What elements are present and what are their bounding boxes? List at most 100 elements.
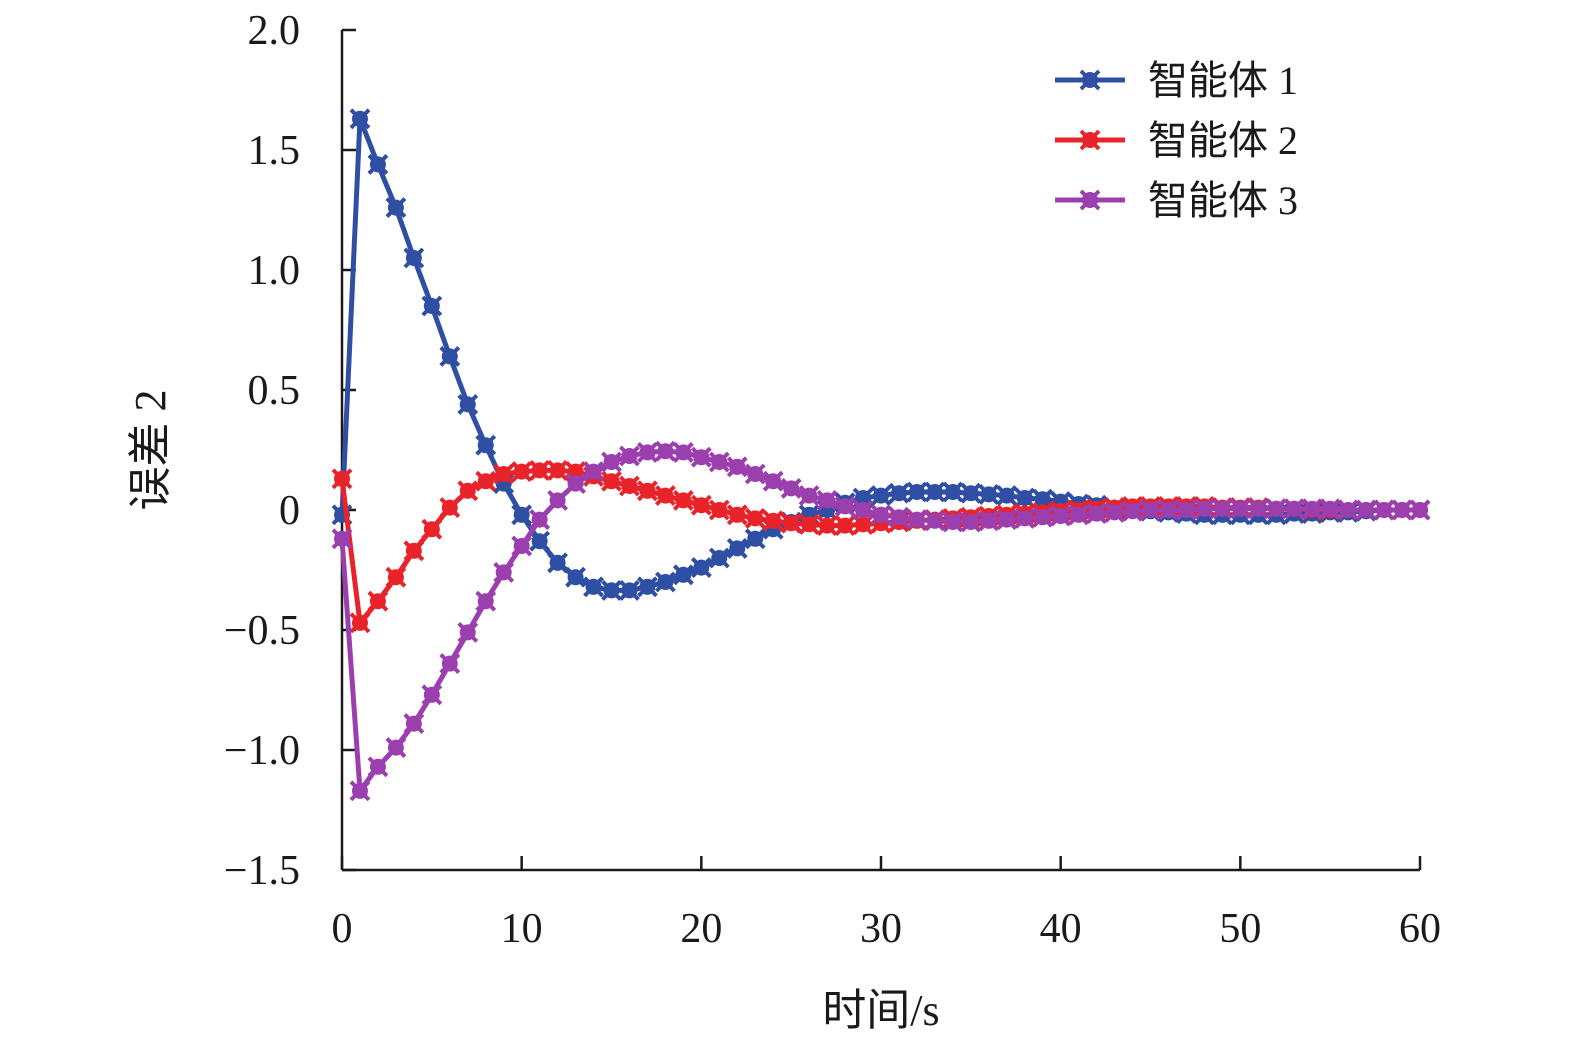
data-point xyxy=(690,446,712,468)
data-point xyxy=(906,481,928,503)
ticks: 0 10 20 30 40 50 60 −1.5 −1.0 −0.5 0 0.5 1.0 1.5 2.0 xyxy=(224,8,1441,952)
data-point xyxy=(583,576,604,598)
data-point xyxy=(1086,503,1108,525)
data-point xyxy=(708,499,730,521)
data-point xyxy=(996,509,1018,531)
data-point xyxy=(942,511,964,533)
data-point xyxy=(888,506,910,528)
data-point xyxy=(888,482,910,504)
data-point xyxy=(367,756,389,778)
data-point xyxy=(1319,498,1341,520)
data-point xyxy=(475,434,497,456)
data-point xyxy=(511,461,533,483)
data-point xyxy=(1337,499,1359,521)
data-point xyxy=(744,507,766,529)
legend-marker xyxy=(1079,69,1101,91)
data-point xyxy=(870,504,892,526)
data-point xyxy=(349,612,371,634)
data-point xyxy=(421,295,443,317)
data-point xyxy=(1122,500,1143,522)
legend-item: 智能体 2 xyxy=(1055,118,1298,163)
data-point xyxy=(1301,498,1323,520)
x-tick-label: 20 xyxy=(680,906,722,952)
legend-label: 智能体 3 xyxy=(1148,178,1298,223)
data-point xyxy=(1140,499,1161,521)
data-point xyxy=(421,684,443,706)
data-point xyxy=(780,477,802,499)
data-point xyxy=(1158,499,1179,521)
data-point xyxy=(403,247,425,269)
data-point xyxy=(816,515,838,537)
data-point xyxy=(511,535,533,557)
series-3 xyxy=(331,440,1431,802)
data-point xyxy=(1355,499,1377,521)
data-point xyxy=(583,461,604,483)
legend-marker xyxy=(1079,189,1101,211)
data-point xyxy=(672,564,694,586)
data-point xyxy=(924,481,946,503)
data-point xyxy=(870,485,892,507)
data-point xyxy=(637,441,658,463)
data-point xyxy=(601,451,622,473)
data-point xyxy=(1409,499,1431,521)
data-point xyxy=(565,473,586,495)
x-tick-label: 10 xyxy=(501,906,543,952)
data-point xyxy=(601,470,622,492)
data-point xyxy=(1373,499,1395,521)
data-point xyxy=(1391,499,1413,521)
data-point xyxy=(349,108,371,130)
data-point xyxy=(1014,507,1036,529)
data-point xyxy=(1014,487,1036,509)
y-axis-title: 误差 2 xyxy=(126,390,175,511)
data-point xyxy=(637,480,658,502)
data-point xyxy=(672,441,694,463)
legend: 智能体 1 智能体 2 智能体 3 xyxy=(1055,58,1298,223)
data-point xyxy=(403,713,425,735)
data-point xyxy=(906,509,928,531)
data-point xyxy=(744,463,766,485)
x-tick-label: 40 xyxy=(1040,906,1082,952)
legend-item: 智能体 1 xyxy=(1055,58,1298,103)
data-point xyxy=(654,571,676,593)
y-tick-label: 0.5 xyxy=(248,368,301,414)
data-point xyxy=(726,504,748,526)
data-point xyxy=(403,540,425,562)
data-point xyxy=(511,504,533,526)
data-point xyxy=(367,153,389,175)
data-point xyxy=(529,530,551,552)
data-point xyxy=(960,482,982,504)
x-tick-label: 60 xyxy=(1399,906,1441,952)
data-point xyxy=(690,557,712,579)
data-point xyxy=(780,512,802,534)
y-tick-label: 2.0 xyxy=(248,8,301,54)
data-point xyxy=(565,566,586,588)
data-point xyxy=(331,528,353,550)
data-point xyxy=(762,510,784,532)
data-point xyxy=(960,511,982,533)
data-point xyxy=(367,590,389,612)
data-point xyxy=(475,590,497,612)
y-tick-label: −1.5 xyxy=(224,848,300,894)
data-point xyxy=(798,513,820,535)
legend-label: 智能体 2 xyxy=(1148,118,1298,163)
data-point xyxy=(457,393,479,415)
x-tick-label: 0 xyxy=(332,906,353,952)
legend-item: 智能体 3 xyxy=(1055,178,1298,223)
data-point xyxy=(421,518,443,540)
data-point xyxy=(672,489,694,511)
x-tick-label: 50 xyxy=(1219,906,1261,952)
data-point xyxy=(1104,501,1125,523)
data-point xyxy=(385,197,407,219)
data-point xyxy=(529,459,551,481)
y-tick-label: −0.5 xyxy=(224,608,300,654)
data-point xyxy=(331,468,353,490)
data-point xyxy=(349,780,371,802)
data-point xyxy=(816,489,838,511)
data-point xyxy=(385,737,407,759)
data-point xyxy=(1211,498,1233,520)
data-point xyxy=(547,489,569,511)
data-point xyxy=(1229,498,1251,520)
x-tick-label: 30 xyxy=(860,906,902,952)
data-point xyxy=(637,576,658,598)
